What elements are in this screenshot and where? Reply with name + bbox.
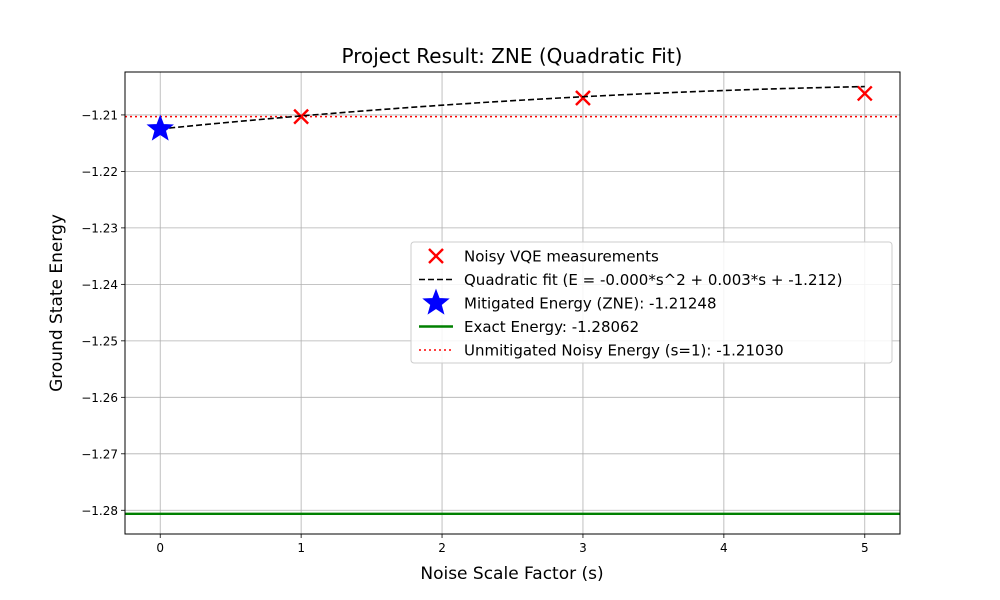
x-tick-label: 4 xyxy=(720,541,728,555)
legend-entry: Mitigated Energy (ZNE): -1.21248 xyxy=(422,288,717,315)
legend-entry: Unmitigated Noisy Energy (s=1): -1.21030 xyxy=(419,342,784,360)
reference-lines xyxy=(125,115,900,515)
legend-label: Unmitigated Noisy Energy (s=1): -1.21030 xyxy=(464,342,784,360)
y-tick-label: −1.23 xyxy=(81,221,118,235)
y-tick-label: −1.24 xyxy=(81,278,118,292)
quadratic-fit-line xyxy=(160,85,865,130)
noisy-measurement-point xyxy=(856,85,873,102)
x-marker-stroke xyxy=(856,85,873,102)
x-marker-stroke xyxy=(428,248,444,264)
x-axis-title: Noise Scale Factor (s) xyxy=(420,564,603,584)
legend-star-marker xyxy=(422,288,450,315)
legend-frame xyxy=(410,241,893,364)
x-tick-label: 3 xyxy=(579,541,587,555)
y-tick-label: −1.22 xyxy=(81,165,118,179)
y-axis-title: Ground State Energy xyxy=(47,214,67,392)
legend-label: Exact Energy: -1.28062 xyxy=(464,318,639,336)
legend-entry: Exact Energy: -1.28062 xyxy=(419,318,639,336)
y-tick-label: −1.25 xyxy=(81,334,118,348)
legend: Noisy VQE measurements Quadratic fit (E =… xyxy=(410,241,893,364)
y-tick-label: −1.21 xyxy=(81,108,118,122)
legend-entry: Quadratic fit (E = -0.000*s^2 + 0.003*s … xyxy=(419,271,842,289)
y-tick-label: −1.27 xyxy=(81,447,118,461)
x-tick-label: 5 xyxy=(861,541,869,555)
x-tick-label: 2 xyxy=(438,541,446,555)
noisy-measurement-point xyxy=(575,90,591,106)
data-series xyxy=(146,85,873,141)
x-marker-stroke xyxy=(575,90,591,106)
legend-label: Mitigated Energy (ZNE): -1.21248 xyxy=(464,295,717,313)
x-tick-label: 0 xyxy=(156,541,164,555)
y-tick-label: −1.26 xyxy=(81,391,118,405)
noisy-measurement-point xyxy=(293,108,309,125)
legend-label: Quadratic fit (E = -0.000*s^2 + 0.003*s … xyxy=(464,271,842,289)
plot-frame xyxy=(124,71,901,535)
axis-ticks: 0 1 2 3 4 5 −1.21 −1.22 −1.23 −1.24 −1.25 −1.26 −1.2… xyxy=(81,108,868,555)
x-tick-label: 1 xyxy=(297,541,305,555)
legend-label: Noisy VQE measurements xyxy=(464,248,659,266)
mitigated-energy-point xyxy=(146,114,174,141)
x-marker-stroke xyxy=(293,108,309,125)
y-tick-label: −1.28 xyxy=(81,504,118,518)
legend-entry: Noisy VQE measurements xyxy=(428,248,659,266)
chart-title: Project Result: ZNE (Quadratic Fit) xyxy=(342,44,683,68)
legend-x-marker xyxy=(428,248,444,264)
